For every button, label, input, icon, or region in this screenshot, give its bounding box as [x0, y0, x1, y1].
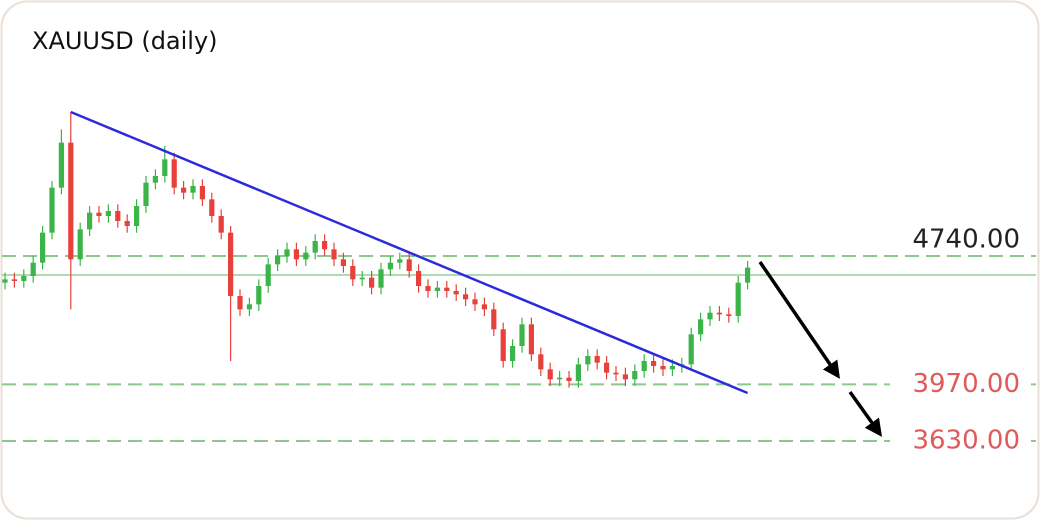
candle-body [265, 264, 271, 286]
candle-body [293, 249, 299, 260]
candle-body [538, 354, 544, 370]
candle-body [115, 210, 121, 221]
candle-body [218, 215, 224, 233]
candle-body [143, 182, 149, 206]
candle-body [547, 369, 553, 380]
candle-body [641, 360, 647, 371]
candle-body [585, 355, 591, 365]
candle-body [228, 232, 234, 296]
candle-body [68, 142, 74, 260]
candle-body [303, 252, 309, 260]
arrow [758, 261, 840, 379]
candle-body [425, 285, 431, 291]
candle-body [162, 159, 168, 176]
candle-body [434, 287, 440, 291]
candle-body [331, 249, 337, 260]
candle-body [134, 205, 140, 226]
candle-body [246, 304, 252, 310]
candle-body [181, 187, 187, 193]
candle-body [500, 329, 506, 361]
chart-title: XAUUSD (daily) [32, 27, 218, 55]
candle-body [387, 262, 393, 270]
label-background [890, 368, 1030, 401]
candle-body [510, 345, 516, 361]
candle-body [566, 377, 572, 381]
candle-body [651, 360, 657, 366]
candle-body [745, 267, 751, 283]
candle-body [21, 275, 27, 281]
candle-body [726, 314, 732, 316]
candle-body [284, 249, 290, 256]
candle-body [444, 287, 450, 291]
candle-body [124, 220, 130, 226]
candle-body [735, 282, 741, 316]
candle-body [49, 187, 55, 233]
candle-body [472, 299, 478, 305]
candle-body [669, 365, 675, 370]
candle-body [622, 374, 628, 380]
candle-body [491, 309, 497, 330]
candle-body [171, 159, 177, 188]
candle-body [519, 324, 525, 346]
candle-body [716, 312, 722, 315]
candle-body [30, 262, 36, 276]
level-label: 4740.00 [912, 224, 1020, 254]
level-label: 3970.00 [912, 369, 1020, 399]
candle-body [604, 362, 610, 373]
plot: 4740.00 3970.00 3630.00 [2, 110, 1036, 457]
candle-body [688, 334, 694, 365]
candle-body [660, 365, 666, 370]
candle-body [397, 259, 403, 263]
candle-body [632, 370, 638, 380]
candle-body [152, 175, 158, 183]
candle-body [707, 312, 713, 320]
candle-body [87, 212, 93, 230]
level-label: 3630.00 [912, 425, 1020, 455]
candle-body [406, 259, 412, 271]
candle-body [416, 270, 422, 286]
candle-body [528, 324, 534, 355]
candle-body [199, 185, 205, 200]
candle-body [350, 265, 356, 280]
candle-body [575, 364, 581, 381]
candle-body [557, 377, 563, 380]
candle-body [2, 279, 8, 283]
candle-body [453, 290, 459, 295]
candle-body [359, 277, 365, 280]
candle-body [58, 142, 64, 188]
candle-body [378, 269, 384, 288]
candle-body [237, 295, 243, 310]
candle-body [11, 279, 17, 281]
candle-body [613, 372, 619, 375]
candle-body [190, 185, 196, 193]
label-background [890, 424, 1030, 457]
candle-body [40, 232, 46, 263]
candle-body [209, 199, 215, 216]
candle-body [369, 277, 375, 288]
candle-body [105, 210, 111, 216]
candle-body [96, 212, 102, 216]
candle-body [481, 304, 487, 310]
candle-body [594, 355, 600, 363]
candle-body [275, 255, 281, 265]
candle-body [256, 285, 262, 305]
arrow [848, 390, 883, 437]
candle-body [77, 229, 83, 260]
candle-body [312, 240, 318, 253]
candle-body [698, 319, 704, 335]
trendline [70, 110, 749, 395]
candle-body [463, 294, 469, 300]
candle-body [340, 259, 346, 266]
candle-body [322, 240, 328, 250]
